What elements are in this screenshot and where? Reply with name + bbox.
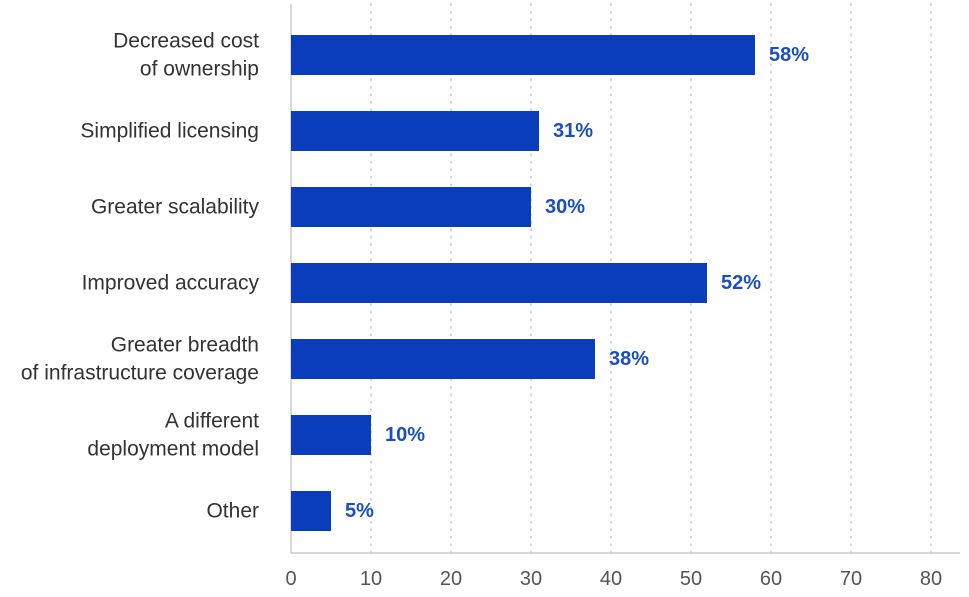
category-label-5: A different deployment model bbox=[87, 410, 259, 461]
x-tick-label-0: 0 bbox=[285, 568, 296, 590]
value-label-6: 5% bbox=[345, 500, 374, 522]
category-label-line: Other bbox=[206, 500, 259, 523]
category-label-line: deployment model bbox=[87, 438, 259, 461]
x-tick-label-20: 20 bbox=[440, 568, 462, 590]
category-label-line: of infrastructure coverage bbox=[21, 362, 259, 385]
x-tick-label-60: 60 bbox=[760, 568, 782, 590]
x-tick-label-50: 50 bbox=[680, 568, 702, 590]
x-tick-label-80: 80 bbox=[920, 568, 942, 590]
category-label-line: Greater scalability bbox=[91, 196, 260, 219]
value-labels: 58% 31% 30% 52% 38% 10% 5% bbox=[345, 44, 809, 522]
bar-2 bbox=[291, 187, 531, 227]
category-label-line: Simplified licensing bbox=[80, 120, 259, 143]
category-label-4: Greater breadth of infrastructure coverag… bbox=[21, 334, 259, 385]
bar-1 bbox=[291, 111, 539, 151]
value-label-3: 52% bbox=[721, 272, 761, 294]
grid-lines bbox=[370, 3, 932, 554]
bar-4 bbox=[291, 339, 595, 379]
category-label-line: Greater breadth bbox=[111, 334, 259, 357]
value-label-4: 38% bbox=[609, 348, 649, 370]
bar-6 bbox=[291, 491, 331, 531]
bar-0 bbox=[291, 35, 755, 75]
x-tick-label-30: 30 bbox=[520, 568, 542, 590]
category-label-line: Decreased cost bbox=[113, 30, 259, 53]
x-tick-label-40: 40 bbox=[600, 568, 622, 590]
category-labels: Decreased cost of ownership Simplified lic… bbox=[21, 30, 260, 523]
value-label-2: 30% bbox=[545, 196, 585, 218]
category-label-line: A different bbox=[165, 410, 259, 433]
value-label-0: 58% bbox=[769, 44, 809, 66]
bar-5 bbox=[291, 415, 371, 455]
x-tick-label-70: 70 bbox=[840, 568, 862, 590]
bars bbox=[291, 35, 755, 531]
bar-3 bbox=[291, 263, 707, 303]
category-label-0: Decreased cost of ownership bbox=[113, 30, 259, 81]
value-label-5: 10% bbox=[385, 424, 425, 446]
value-label-1: 31% bbox=[553, 120, 593, 142]
category-label-3: Improved accuracy bbox=[82, 272, 260, 295]
category-label-line: Improved accuracy bbox=[82, 272, 260, 295]
category-label-1: Simplified licensing bbox=[80, 120, 259, 143]
x-tick-labels: 0 10 20 30 40 50 60 70 80 bbox=[285, 568, 942, 590]
category-label-6: Other bbox=[206, 500, 259, 523]
category-label-line: of ownership bbox=[140, 58, 259, 81]
x-tick-label-10: 10 bbox=[360, 568, 382, 590]
category-label-2: Greater scalability bbox=[91, 196, 260, 219]
